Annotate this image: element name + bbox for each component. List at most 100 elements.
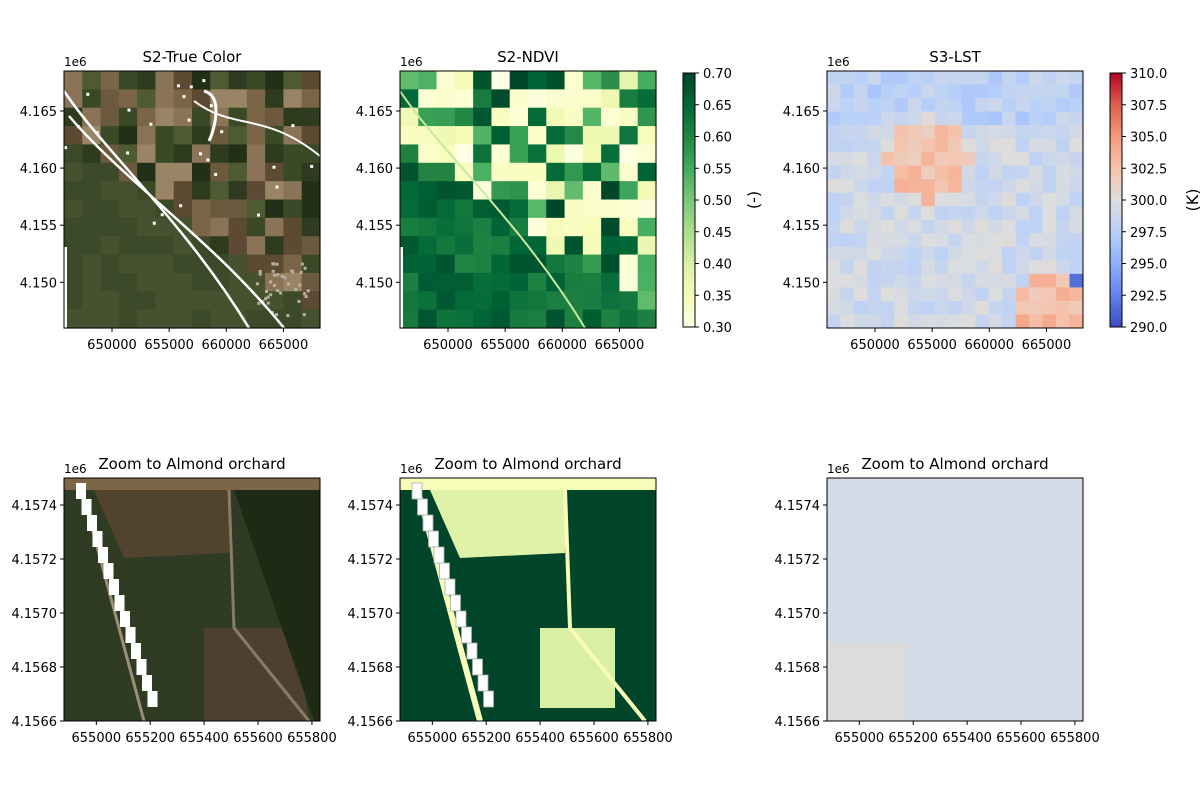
y-tick-label: 4.155	[20, 219, 57, 234]
x-tick-label: 655400	[179, 731, 229, 746]
panel-lst: S3-LST 1e6 650000 655000 660000 665000 4.165 4.…	[783, 48, 1084, 353]
x-tick-label: 655400	[515, 731, 565, 746]
x-tick-label: 655200	[888, 731, 938, 746]
panel-ndvi: S2-NDVI 1e6 650000 655000 660000 665000 4.165 4…	[356, 48, 657, 353]
x-tick-label: 655800	[623, 731, 673, 746]
panel-zoom-ndvi: Zoom to Almond orchard 1e6 655000 655200 655…	[348, 455, 673, 746]
y-tick-label: 4.1566	[12, 715, 58, 730]
y-tick-label: 4.165	[783, 105, 820, 120]
y-offset-label: 1e6	[64, 55, 87, 69]
axes-frame	[63, 477, 321, 722]
y-offset-label: 1e6	[827, 55, 850, 69]
colorbar-tick-label: 0.60	[703, 131, 732, 146]
x-tick-label: 655400	[942, 731, 992, 746]
x-tick-label: 655000	[144, 338, 194, 353]
y-tick-label: 4.155	[356, 219, 393, 234]
colorbar-tick-label: 0.45	[703, 226, 732, 241]
x-tick-label: 655800	[1050, 731, 1100, 746]
colorbar-tick-label: 0.55	[703, 162, 732, 177]
colorbar-tick-label: 0.40	[703, 258, 732, 273]
y-tick-label: 4.1570	[12, 607, 58, 622]
y-tick-label: 4.1572	[348, 553, 394, 568]
x-tick-label: 665000	[1022, 338, 1072, 353]
panel-image	[62, 71, 321, 329]
y-tick-label: 4.1572	[775, 553, 821, 568]
x-tick-label: 655600	[569, 731, 619, 746]
panel-image	[400, 478, 656, 723]
panel-zoom-true-color: Zoom to Almond orchard 1e6 655000 655200 655…	[12, 455, 337, 746]
x-tick-label: 655000	[72, 731, 122, 746]
panel-image	[827, 478, 1083, 721]
panel-title: S2-True Color	[143, 48, 243, 66]
panel-zoom-lst: Zoom to Almond orchard 1e6 655000 655200 655…	[775, 455, 1100, 746]
axes-frame	[399, 70, 657, 329]
colorbar-tick-label: 307.5	[1130, 99, 1167, 114]
y-tick-label: 4.1568	[348, 661, 394, 676]
colorbar-label: (K)	[1183, 189, 1200, 212]
x-tick-label: 655800	[287, 731, 337, 746]
colorbar-tick-label: 0.35	[703, 289, 732, 304]
y-tick-label: 4.1574	[348, 499, 394, 514]
y-tick-label: 4.160	[783, 162, 820, 177]
x-tick-label: 650000	[850, 338, 900, 353]
axes-frame	[399, 477, 657, 722]
y-offset-label: 1e6	[400, 462, 423, 476]
x-tick-label: 655200	[461, 731, 511, 746]
y-tick-label: 4.1566	[775, 715, 821, 730]
x-tick-label: 655000	[408, 731, 458, 746]
y-tick-label: 4.1568	[12, 661, 58, 676]
y-tick-label: 4.1568	[775, 661, 821, 676]
y-tick-label: 4.150	[20, 276, 57, 291]
panel-title: Zoom to Almond orchard	[98, 455, 285, 473]
x-tick-label: 655000	[835, 731, 885, 746]
colorbar-lst: 310.0 307.5 305.0 302.5 300.0 297.5 295.0 292.5…	[1109, 67, 1200, 336]
panel-true-color: S2-True Color 1e6 650000 655000 660000 665000…	[20, 48, 321, 353]
colorbar-tick-label: 297.5	[1130, 226, 1167, 241]
colorbar-tick-label: 0.70	[703, 67, 732, 82]
panel-title: Zoom to Almond orchard	[861, 455, 1048, 473]
y-tick-label: 4.1572	[12, 553, 58, 568]
colorbar-tick-label: 300.0	[1130, 194, 1167, 209]
x-tick-label: 660000	[537, 338, 587, 353]
x-tick-label: 655600	[996, 731, 1046, 746]
y-tick-label: 4.1570	[348, 607, 394, 622]
y-tick-label: 4.1566	[348, 715, 394, 730]
y-tick-label: 4.1570	[775, 607, 821, 622]
x-tick-label: 655600	[233, 731, 283, 746]
y-tick-label: 4.1574	[12, 499, 58, 514]
x-tick-label: 655200	[125, 731, 175, 746]
axes-frame	[63, 70, 321, 329]
x-tick-label: 655000	[480, 338, 530, 353]
colorbar-tick-label: 295.0	[1130, 258, 1167, 273]
panel-image	[399, 71, 657, 329]
y-tick-label: 4.160	[20, 162, 57, 177]
colorbar-tick-label: 290.0	[1130, 321, 1167, 336]
y-offset-label: 1e6	[64, 462, 87, 476]
x-tick-label: 660000	[964, 338, 1014, 353]
y-tick-label: 4.160	[356, 162, 393, 177]
colorbar-tick-label: 0.30	[703, 321, 732, 336]
panel-title: Zoom to Almond orchard	[434, 455, 621, 473]
y-tick-label: 4.165	[356, 105, 393, 120]
x-tick-label: 655000	[907, 338, 957, 353]
panel-title: S2-NDVI	[497, 48, 559, 66]
axes-frame	[826, 477, 1084, 722]
x-tick-label: 650000	[423, 338, 473, 353]
colorbar-tick-label: 305.0	[1130, 131, 1167, 146]
y-tick-label: 4.1574	[775, 499, 821, 514]
colorbar-tick-label: 292.5	[1130, 289, 1167, 304]
y-tick-label: 4.150	[356, 276, 393, 291]
colorbar-tick-label: 310.0	[1130, 67, 1167, 82]
panel-title: S3-LST	[929, 48, 981, 66]
colorbar-tick-label: 0.65	[703, 99, 732, 114]
x-tick-label: 650000	[87, 338, 137, 353]
y-offset-label: 1e6	[400, 55, 423, 69]
colorbar-gradient	[682, 72, 696, 328]
y-tick-label: 4.165	[20, 105, 57, 120]
axes-frame	[826, 70, 1084, 329]
colorbar-ndvi: 0.70 0.65 0.60 0.55 0.50 0.45 0.40 0.35 0.30 (-)	[682, 67, 763, 336]
x-tick-label: 665000	[595, 338, 645, 353]
colorbar-tick-label: 0.50	[703, 194, 732, 209]
x-tick-label: 660000	[201, 338, 251, 353]
